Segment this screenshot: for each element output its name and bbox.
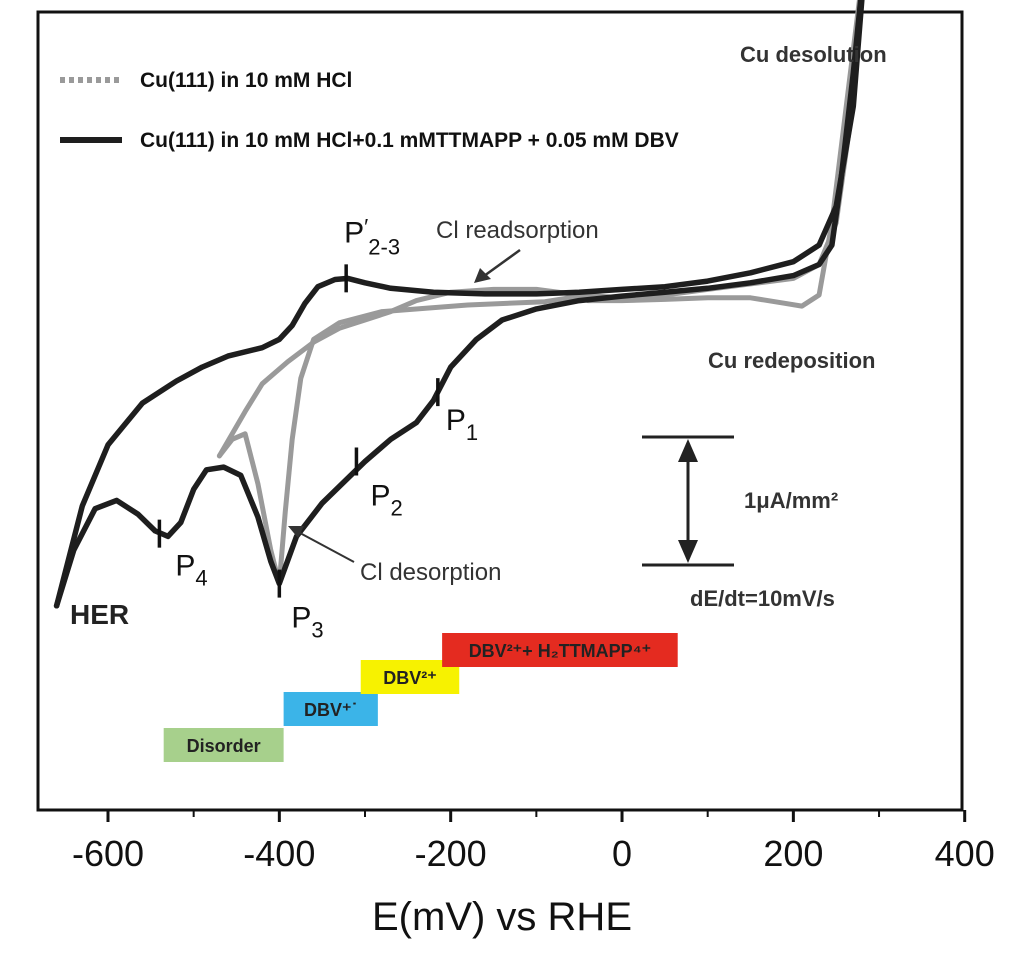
- phase-bar-dbv-radical: [283, 692, 378, 726]
- x-axis-label: E(mV) vs RHE: [372, 895, 632, 939]
- annotation-cl-readsorption: Cl readsorption: [436, 217, 599, 244]
- legend: Cu(111) in 10 mM HCl Cu(111) in 10 mM HC…: [60, 69, 679, 152]
- peak-label-p2: P2: [370, 480, 402, 521]
- phase-label-disorder: Disorder: [187, 736, 261, 756]
- scale-bar-arrow-up: [678, 439, 698, 462]
- arrow-cl-readsorption: [483, 248, 521, 278]
- peak-label-p3: P3: [291, 602, 323, 643]
- x-tick-label: -200: [415, 833, 487, 874]
- series-1-cathodic-line: [53, 0, 864, 609]
- phase-bar-dbv-tmapp: [442, 633, 678, 667]
- annotation-her: HER: [70, 599, 129, 630]
- phase-bars: Disorder DBV⁺˙ DBV²⁺ DBV²⁺+ H₂TTMAPP⁴⁺: [163, 633, 678, 762]
- plot-frame: [36, 10, 964, 812]
- arrow-head-cl-readsorption: [474, 268, 491, 283]
- arrow-cl-desorption: [299, 532, 355, 563]
- annotation-scan-rate: dE/dt=10mV/s: [690, 586, 835, 611]
- x-axis-ticks: -600 -400 -200 0 200 400: [72, 810, 995, 874]
- x-tick-label: 200: [763, 833, 823, 874]
- phase-label-dbv-radical: DBV⁺˙: [304, 700, 358, 720]
- x-tick-label: 400: [935, 833, 995, 874]
- series-1-anodic-line: [53, 0, 865, 609]
- peak-label-p23: P′2-3: [344, 214, 400, 259]
- phase-label-dbv-tmapp: DBV²⁺+ H₂TTMAPP⁴⁺: [469, 641, 651, 661]
- annotation-cu-desolution: Cu desolution: [740, 42, 887, 67]
- arrow-head-cl-desorption: [288, 526, 304, 538]
- phase-label-dbv-2plus: DBV²⁺: [383, 668, 437, 688]
- x-tick-label: -400: [243, 833, 315, 874]
- scale-bar-label: 1μA/mm²: [744, 488, 838, 513]
- legend-label-hcl-dbv: Cu(111) in 10 mM HCl+0.1 mMTTMAPP + 0.05…: [140, 129, 679, 152]
- x-tick-label: 0: [612, 833, 632, 874]
- x-tick-label: -600: [72, 833, 144, 874]
- series-0-cathodic-line: [216, 0, 862, 587]
- peak-label-p4: P4: [175, 550, 207, 591]
- peak-label-p1: P1: [446, 404, 478, 445]
- annotation-cu-redeposition: Cu redeposition: [708, 348, 875, 373]
- current-scale-bar: 1μA/mm²: [642, 435, 838, 567]
- phase-bar-disorder: [163, 728, 284, 762]
- scale-bar-arrow-down: [678, 540, 698, 563]
- peak-markers: P1 P2 P3 P4 P′2-3: [157, 214, 478, 643]
- legend-label-hcl: Cu(111) in 10 mM HCl: [140, 69, 352, 92]
- annotation-cl-desorption: Cl desorption: [360, 559, 501, 586]
- series-layer: [53, 0, 865, 609]
